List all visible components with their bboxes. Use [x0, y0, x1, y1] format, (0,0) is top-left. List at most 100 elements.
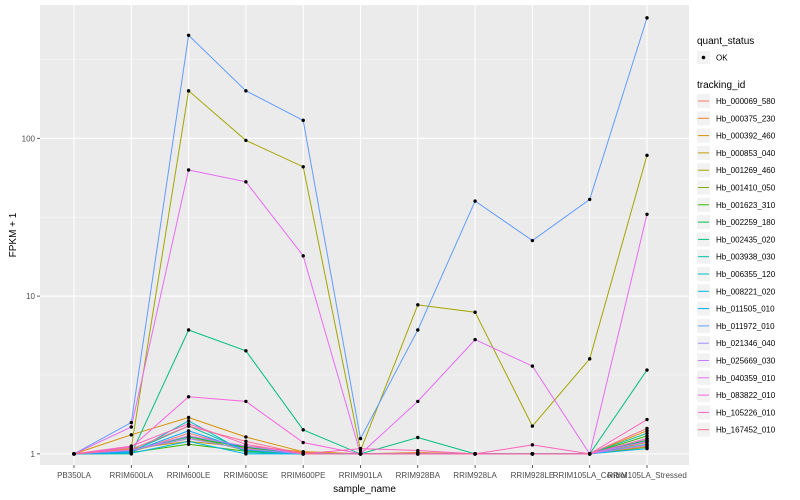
data-point-Hb_040359_010 [301, 254, 305, 258]
x-tick-label: PB350LA [57, 471, 91, 480]
x-tick-label: RRIM928BA [396, 471, 441, 480]
data-point-Hb_001269_460 [473, 310, 477, 314]
y-tick-label: 100 [22, 134, 36, 143]
data-point-Hb_083822_010 [186, 395, 191, 399]
data-point-Hb_083822_010 [244, 399, 248, 404]
legend-item-label: Hb_040359_010 [716, 374, 776, 383]
data-point-Hb_167452_010 [473, 452, 477, 456]
x-tick-label: RRIM105LA_Control [553, 471, 627, 480]
x-tick-label: RRIM600LA [110, 471, 154, 480]
legend-item-label: Hb_021346_040 [716, 339, 776, 348]
data-point-Hb_040359_010 [416, 399, 420, 404]
data-point-Hb_008221_020 [645, 446, 649, 451]
legend-item-label: Hb_025669_030 [716, 357, 776, 366]
data-point-Hb_167452_010 [72, 452, 76, 456]
data-point-Hb_040359_010 [129, 425, 133, 429]
data-point-Hb_001269_460 [416, 303, 420, 307]
data-point-Hb_040359_010 [645, 212, 649, 216]
data-point-Hb_011972_010 [416, 328, 420, 332]
legend-item-label: Hb_001623_310 [716, 201, 776, 210]
data-point-Hb_001269_460 [530, 424, 535, 428]
data-point-Hb_002435_020 [301, 428, 305, 432]
data-point-Hb_001269_460 [186, 89, 191, 93]
data-point-Hb_167452_010 [358, 452, 363, 456]
y-tick-label: 1 [31, 450, 36, 459]
data-point-Hb_040359_010 [186, 168, 191, 172]
x-tick-label: RRIM600LE [167, 471, 211, 480]
data-point-Hb_167452_010 [588, 452, 592, 456]
data-point-Hb_083822_010 [645, 436, 649, 441]
data-point-Hb_000069_580 [186, 431, 191, 436]
data-point-Hb_040359_010 [244, 180, 248, 184]
data-point-Hb_001623_310 [645, 434, 649, 438]
plot-panel [40, 5, 689, 465]
data-point-Hb_105226_010 [645, 417, 649, 422]
data-point-Hb_167452_010 [416, 452, 420, 456]
data-point-Hb_000392_460 [244, 435, 248, 439]
x-tick-label: RRIM600SE [224, 471, 268, 480]
data-point-Hb_000392_460 [129, 433, 133, 437]
data-point-Hb_011972_010 [588, 197, 592, 202]
data-point-Hb_011972_010 [358, 436, 363, 441]
legend-item-label: Hb_002259_180 [716, 218, 776, 227]
data-point-Hb_011972_010 [301, 118, 305, 123]
legend-item-label: OK [716, 54, 728, 63]
x-tick-label: RRIM928LA [453, 471, 497, 480]
data-point-Hb_040359_010 [473, 337, 477, 342]
data-point-Hb_006355_120 [186, 419, 191, 423]
legend-item-label: Hb_167452_010 [716, 426, 776, 435]
legend-item-label: Hb_105226_010 [716, 408, 776, 417]
data-point-Hb_105226_010 [244, 442, 248, 446]
data-point-Hb_021346_040 [244, 447, 248, 451]
data-point-Hb_167452_010 [186, 424, 191, 428]
data-point-Hb_105226_010 [530, 443, 535, 447]
legend-item-label: Hb_011972_010 [716, 322, 775, 331]
data-point-Hb_021346_040 [186, 436, 191, 441]
legend-item-label: Hb_000853_040 [716, 149, 776, 158]
data-point-Hb_002435_020 [645, 368, 649, 372]
data-point-Hb_167452_010 [301, 452, 305, 456]
legend-point-icon [701, 55, 706, 60]
data-point-Hb_008221_020 [244, 452, 248, 456]
legend-quant-title: quant_status [697, 36, 754, 47]
legend-item-label: Hb_003938_030 [716, 253, 776, 262]
data-point-Hb_002435_020 [186, 328, 191, 332]
data-point-Hb_003938_030 [645, 431, 649, 436]
legend-item-label: Hb_002435_020 [716, 235, 776, 244]
data-point-Hb_167452_010 [244, 439, 248, 444]
legend-item-label: Hb_001269_460 [716, 166, 776, 175]
legend-series-title: tracking_id [697, 80, 745, 91]
data-point-Hb_105226_010 [358, 446, 363, 451]
data-point-Hb_167452_010 [645, 426, 649, 431]
y-tick-label: 10 [26, 292, 35, 301]
x-axis-title: sample_name [333, 484, 396, 495]
data-point-Hb_167452_010 [530, 452, 535, 456]
data-point-Hb_011972_010 [645, 16, 649, 20]
data-point-Hb_011505_010 [186, 429, 191, 433]
legend-item-label: Hb_006355_120 [716, 270, 776, 279]
x-tick-label: RRIM105LA_Stressed [607, 471, 687, 480]
legend-item-label: Hb_001410_050 [716, 184, 776, 193]
legend-item-label: Hb_000069_580 [716, 97, 776, 106]
x-tick-label: RRIM901LA [339, 471, 383, 480]
data-point-Hb_000392_460 [186, 415, 191, 420]
legend-item-label: Hb_011505_010 [716, 305, 775, 314]
data-point-Hb_011972_010 [473, 199, 477, 203]
data-point-Hb_011972_010 [530, 238, 535, 243]
legend: quant_status OK tracking_id Hb_000069_58… [697, 36, 776, 437]
data-point-Hb_008221_020 [186, 439, 191, 444]
data-point-Hb_105226_010 [129, 444, 133, 448]
data-point-Hb_011972_010 [186, 33, 191, 37]
data-point-Hb_002435_020 [244, 349, 248, 353]
data-point-Hb_025669_030 [645, 439, 649, 444]
series-points [72, 16, 649, 456]
y-axis: 1 10 100 [22, 134, 40, 459]
data-point-Hb_002435_020 [416, 435, 420, 440]
data-point-Hb_001269_460 [588, 357, 592, 361]
data-point-Hb_011972_010 [244, 89, 248, 93]
data-point-Hb_105226_010 [416, 448, 420, 453]
data-point-Hb_040359_010 [530, 364, 535, 368]
data-point-Hb_021346_040 [645, 443, 649, 447]
data-point-Hb_025669_030 [186, 434, 191, 438]
